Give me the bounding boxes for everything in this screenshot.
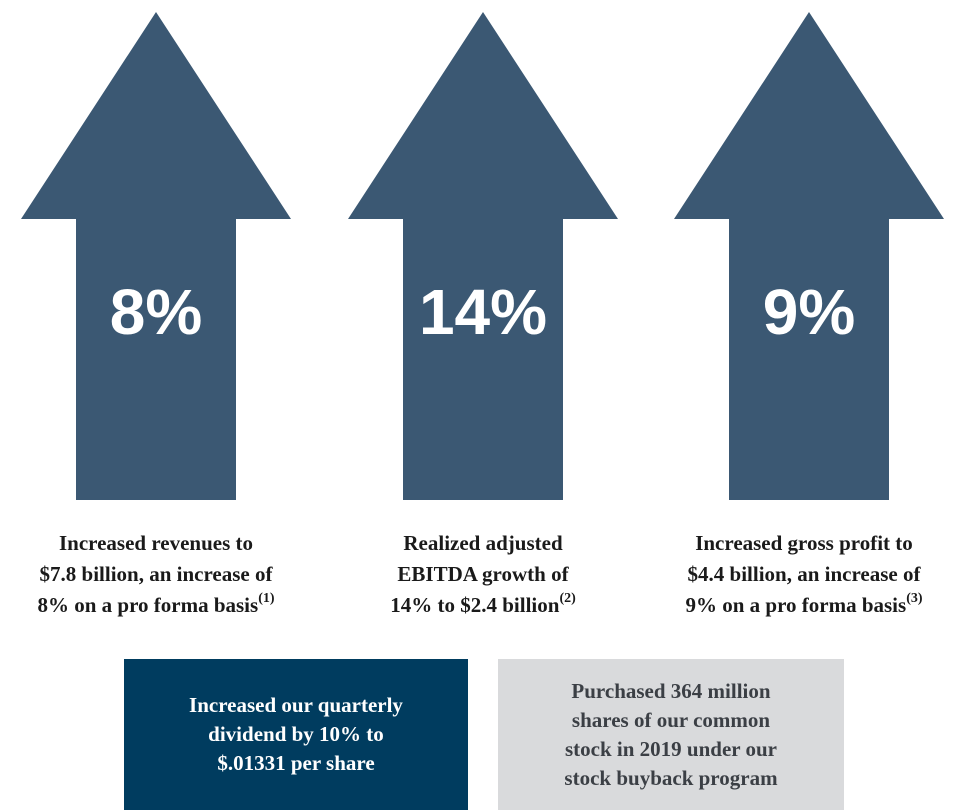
box-line: shares of our common bbox=[571, 707, 771, 732]
caption-text: 14% to $2.4 billion bbox=[390, 593, 560, 617]
footnote-marker: (1) bbox=[258, 591, 275, 606]
caption-line: Increased gross profit to bbox=[695, 531, 913, 555]
footnote-marker: (2) bbox=[559, 591, 576, 606]
caption-line: EBITDA growth of bbox=[397, 562, 569, 586]
arrow-ebitda: 14% bbox=[348, 12, 618, 500]
caption-line: $4.4 billion, an increase of bbox=[687, 562, 921, 586]
up-arrow-icon bbox=[21, 12, 291, 500]
up-arrow-icon bbox=[348, 12, 618, 500]
footnote-marker: (3) bbox=[906, 591, 923, 606]
box-line: Purchased 364 million bbox=[571, 678, 771, 703]
box-line: dividend by 10% to bbox=[208, 722, 384, 746]
arrow-value-revenue: 8% bbox=[109, 276, 203, 348]
arrow-gross-profit: 9% bbox=[674, 12, 944, 500]
box-line: stock in 2019 under our bbox=[565, 736, 777, 761]
caption-line: 8% on a pro forma basis(1) bbox=[6, 590, 306, 621]
box-line: $.01331 per share bbox=[217, 751, 375, 775]
caption-line: $7.8 billion, an increase of bbox=[39, 562, 273, 586]
buyback-text: Purchased 364 million shares of our comm… bbox=[564, 677, 777, 793]
caption-line: Increased revenues to bbox=[58, 531, 254, 555]
caption-ebitda: Realized adjusted EBITDA growth of 14% t… bbox=[333, 528, 633, 621]
arrow-revenue: 8% bbox=[21, 12, 291, 500]
caption-text: 9% on a pro forma basis bbox=[685, 593, 907, 617]
buyback-box: Purchased 364 million shares of our comm… bbox=[498, 659, 844, 810]
arrow-value-ebitda: 14% bbox=[418, 276, 548, 348]
dividend-box: Increased our quarterly dividend by 10% … bbox=[124, 659, 468, 810]
up-arrow-icon bbox=[674, 12, 944, 500]
caption-text: 8% on a pro forma basis bbox=[37, 593, 259, 617]
caption-line: 9% on a pro forma basis(3) bbox=[654, 590, 954, 621]
caption-gross-profit: Increased gross profit to $4.4 billion, … bbox=[654, 528, 954, 621]
caption-line: 14% to $2.4 billion(2) bbox=[333, 590, 633, 621]
box-line: stock buyback program bbox=[564, 765, 778, 790]
caption-line: Realized adjusted bbox=[403, 531, 563, 555]
box-line: Increased our quarterly bbox=[189, 693, 403, 717]
arrow-value-gross-profit: 9% bbox=[762, 276, 856, 348]
dividend-text: Increased our quarterly dividend by 10% … bbox=[189, 691, 403, 778]
caption-revenue: Increased revenues to $7.8 billion, an i… bbox=[6, 528, 306, 621]
